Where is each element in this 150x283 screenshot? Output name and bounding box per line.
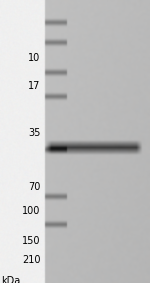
Text: 150: 150 — [22, 235, 40, 246]
Text: 70: 70 — [28, 182, 40, 192]
Text: 210: 210 — [22, 255, 40, 265]
Text: 10: 10 — [28, 53, 40, 63]
Text: 17: 17 — [28, 81, 40, 91]
Text: kDa: kDa — [2, 276, 21, 283]
Text: 100: 100 — [22, 206, 40, 216]
Text: 35: 35 — [28, 128, 40, 138]
